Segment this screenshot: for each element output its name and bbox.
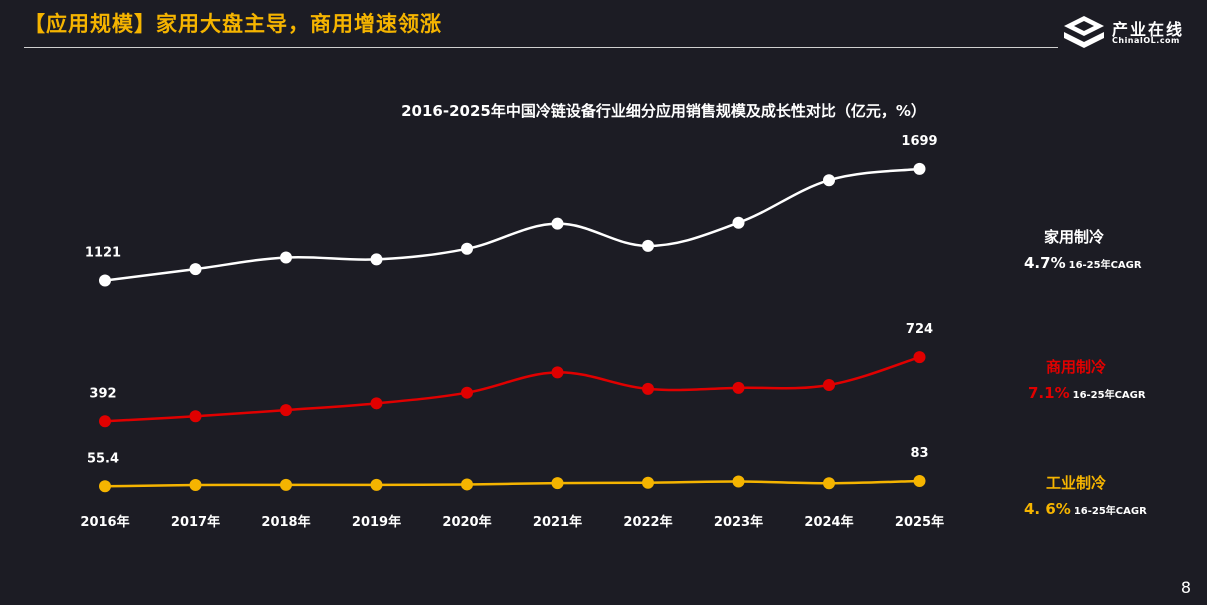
brand-logo: 产业在线 ChinaIOL.com — [1060, 14, 1200, 54]
legend-household-cagr-note: 16-25年CAGR — [1068, 260, 1142, 271]
data-point-0-1 — [189, 263, 202, 276]
x-tick-label: 2017年 — [171, 514, 220, 530]
x-tick-label: 2018年 — [261, 514, 310, 530]
legend-industrial: 工业制冷 4. 6% 16-25年CAGR — [1024, 472, 1147, 518]
data-label-2-9: 83 — [910, 446, 928, 461]
data-point-2-6 — [642, 476, 654, 489]
data-point-2-4 — [461, 478, 473, 491]
legend-commercial-cagr: 7.1% — [1028, 384, 1070, 402]
series-line-0 — [104, 167, 920, 282]
legend-industrial-cagr-note: 16-25年CAGR — [1073, 506, 1147, 517]
data-point-0-9 — [913, 162, 926, 175]
data-point-0-3 — [370, 253, 383, 266]
data-point-1-5 — [551, 366, 564, 379]
data-point-0-4 — [461, 242, 473, 255]
header-divider — [24, 47, 1058, 48]
data-point-2-1 — [189, 479, 202, 492]
page-number: 8 — [1180, 578, 1191, 597]
data-point-2-3 — [370, 478, 383, 491]
data-label-1-0: 392 — [89, 386, 116, 401]
legend-commercial-name: 商用制冷 — [1046, 358, 1107, 376]
data-label-0-9: 1699 — [901, 134, 937, 149]
data-point-1-9 — [913, 351, 926, 364]
series-line-1 — [104, 355, 920, 423]
legend-household-name: 家用制冷 — [1044, 228, 1105, 246]
data-point-1-2 — [280, 404, 292, 417]
data-point-1-1 — [189, 410, 202, 423]
x-tick-label: 2016年 — [80, 514, 129, 530]
legend-industrial-name: 工业制冷 — [1046, 474, 1107, 492]
x-tick-label: 2020年 — [442, 514, 491, 530]
chart-title: 2016-2025年中国冷链设备行业细分应用销售规模及成长性对比（亿元，%） — [401, 102, 926, 120]
data-label-0-0: 1121 — [85, 245, 121, 260]
data-point-0-6 — [642, 239, 654, 252]
series-line-2 — [104, 479, 920, 488]
x-tick-label: 2025年 — [895, 514, 944, 530]
data-point-2-7 — [732, 475, 745, 488]
data-point-2-9 — [913, 474, 926, 487]
data-point-0-0 — [99, 274, 111, 287]
data-point-2-0 — [99, 480, 111, 493]
x-tick-label: 2022年 — [623, 514, 672, 530]
data-point-1-6 — [642, 382, 654, 395]
logo-text-en: ChinaIOL.com — [1112, 36, 1180, 45]
data-point-1-8 — [823, 378, 835, 391]
data-point-2-2 — [280, 478, 292, 491]
data-point-0-5 — [551, 217, 564, 230]
x-tick-label: 2019年 — [352, 514, 401, 530]
legend-industrial-cagr: 4. 6% — [1024, 500, 1071, 518]
data-label-1-9: 724 — [906, 322, 933, 337]
legend-household-cagr: 4.7% — [1024, 254, 1066, 272]
data-point-1-3 — [370, 397, 383, 410]
page-title: 【应用规模】家用大盘主导，商用增速领涨 — [24, 12, 442, 36]
x-tick-label: 2023年 — [714, 514, 763, 530]
chinaiol-logo-icon — [1064, 16, 1104, 48]
x-tick-label: 2021年 — [533, 514, 582, 530]
data-point-1-4 — [461, 386, 473, 399]
data-label-2-0: 55.4 — [87, 451, 119, 466]
logo-text-cn: 产业在线 — [1112, 20, 1185, 39]
legend-commercial-cagr-note: 16-25年CAGR — [1072, 390, 1146, 401]
data-point-1-0 — [99, 415, 111, 428]
x-tick-label: 2024年 — [804, 514, 853, 530]
data-point-2-8 — [823, 477, 835, 490]
data-point-0-2 — [280, 251, 292, 264]
data-point-0-7 — [732, 216, 745, 229]
data-point-2-5 — [551, 477, 564, 490]
data-point-1-7 — [732, 381, 745, 394]
legend-commercial: 商用制冷 7.1% 16-25年CAGR — [1028, 356, 1146, 402]
legend-household: 家用制冷 4.7% 16-25年CAGR — [1024, 226, 1142, 272]
data-point-0-8 — [823, 174, 835, 187]
